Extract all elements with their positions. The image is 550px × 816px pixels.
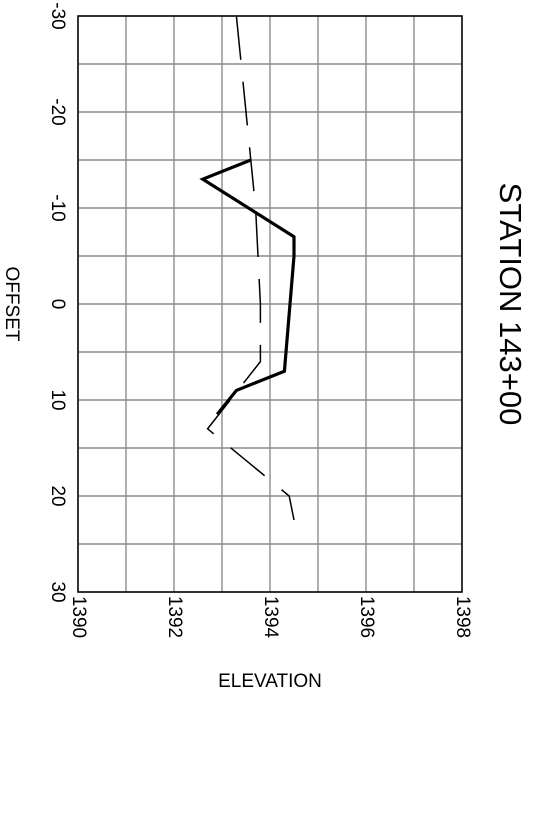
x-axis-label: ELEVATION <box>218 671 322 692</box>
x-tick-label: 1396 <box>356 596 377 638</box>
tick-labels: 1390 1392 1394 1396 1398 -30 -20 -10 0 10 20 30 <box>47 2 473 638</box>
y-tick-label: 30 <box>47 581 68 602</box>
y-tick-label: 20 <box>47 485 68 506</box>
y-tick-label: -30 <box>47 2 68 29</box>
chart-title: STATION 143+00 <box>493 183 528 426</box>
y-tick-label: -20 <box>47 98 68 125</box>
series-layer <box>199 15 296 521</box>
y-tick-label: -10 <box>47 194 68 221</box>
y-axis-label: OFFSET <box>1 267 22 342</box>
y-tick-label: 10 <box>47 389 68 410</box>
series-line-solid <box>199 158 296 416</box>
x-tick-label: 1392 <box>164 596 185 638</box>
x-tick-label: 1394 <box>260 596 281 639</box>
x-tick-label: 1398 <box>452 596 473 638</box>
y-tick-label: 0 <box>47 299 68 310</box>
grid-lines <box>77 15 463 593</box>
x-tick-label: 1390 <box>68 596 89 638</box>
series-line-dashed <box>206 15 295 521</box>
plot-frame <box>77 15 463 593</box>
